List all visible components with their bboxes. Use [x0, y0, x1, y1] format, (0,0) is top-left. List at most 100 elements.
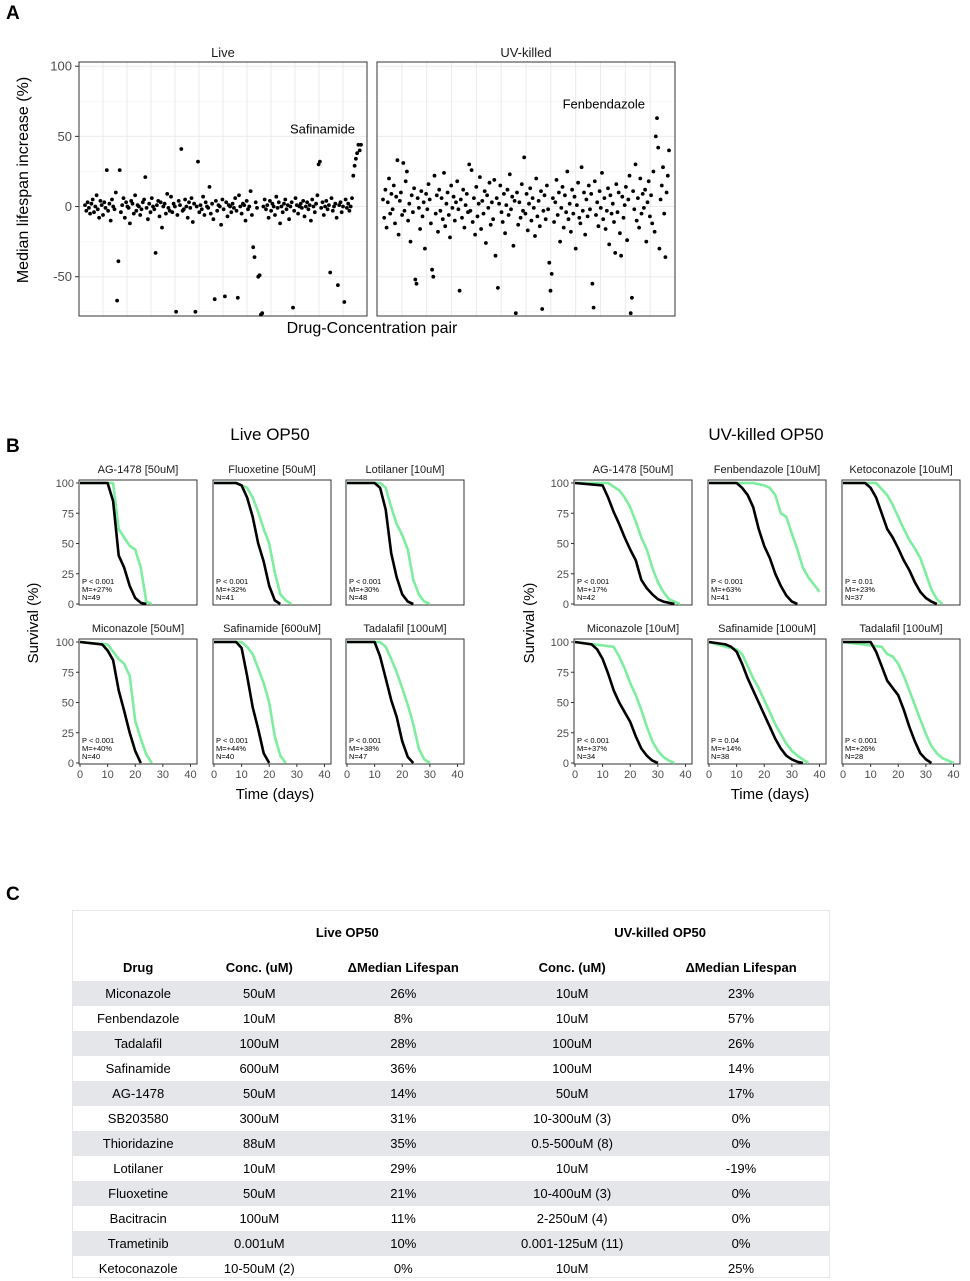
scatter-point [543, 217, 548, 222]
facet-title: AG-1478 [50uM] [593, 464, 674, 476]
table-cell-live-lifespan: 11% [390, 1211, 416, 1226]
scatter-point [89, 201, 94, 206]
scatter-point [385, 200, 390, 205]
stat-median-change: M=+17% [577, 585, 607, 594]
scatter-point [122, 215, 127, 220]
survival-curve-treated [574, 640, 675, 765]
scatter-point [83, 203, 87, 208]
scatter-point [619, 253, 623, 258]
scatter-point [327, 203, 331, 208]
table-cell-live-conc: 88uM [243, 1136, 276, 1151]
scatter-point [569, 229, 573, 234]
facet-panel [707, 638, 827, 765]
stat-sample-size: N=37 [845, 593, 863, 602]
scatter-point [652, 229, 657, 234]
scatter-point [456, 207, 461, 212]
scatter-point [443, 224, 448, 229]
scatter-point [230, 201, 235, 206]
y-tick-label: 50 [62, 539, 74, 551]
x-tick-label: 30 [291, 769, 303, 781]
y-tick-label: 25 [557, 569, 569, 581]
x-tick-label: 40 [947, 769, 959, 781]
panel-a-x-axis-title: Drug-Concentration pair [287, 320, 458, 337]
scatter-point [457, 288, 462, 293]
stat-median-change: M=+27% [82, 585, 112, 594]
scatter-point [513, 311, 518, 316]
scatter-point [424, 192, 428, 196]
scatter-point [402, 208, 407, 213]
scatter-point [450, 206, 455, 210]
scatter-point [189, 196, 194, 201]
scatter-point [103, 206, 108, 210]
scatter-point [414, 281, 419, 286]
x-tick-label: 40 [813, 769, 825, 781]
panel-label-a: A [6, 3, 20, 24]
survival-curve-control [79, 640, 142, 764]
panel-b-live-y-axis-title: Survival (%) [25, 583, 42, 664]
scatter-point [155, 203, 159, 208]
scatter-point [160, 225, 164, 230]
scatter-point [613, 251, 618, 255]
scatter-point [400, 213, 404, 217]
stat-median-change: M=+23% [845, 585, 875, 594]
y-tick-label: 0 [563, 758, 569, 770]
survival-curve-control [214, 481, 282, 606]
table-row: AG-1478 50uM 14% 50uM 17% [73, 1081, 829, 1106]
scatter-point [405, 169, 409, 174]
scatter-point [649, 193, 653, 198]
scatter-point [90, 197, 95, 202]
scatter-point [583, 232, 588, 237]
scatter-point [597, 189, 602, 194]
x-tick-label: 30 [424, 769, 436, 781]
scatter-point [535, 214, 540, 219]
scatter-point [646, 179, 651, 184]
table-cell-uv-lifespan: 17% [728, 1086, 755, 1101]
stat-p-value: P < 0.001 [845, 736, 877, 745]
scatter-point [440, 217, 445, 222]
scatter-point [460, 215, 464, 220]
y-tick-label: 0 [68, 599, 74, 611]
scatter-point [269, 208, 273, 213]
scatter-point [429, 221, 433, 226]
scatter-point [323, 204, 327, 209]
scatter-point [320, 200, 325, 205]
scatter-point [464, 192, 469, 196]
scatter-point [342, 300, 347, 304]
y-tick-label: 75 [62, 667, 74, 679]
table-row: Fluoxetine 50uM 21% 10-400uM (3) 0% [73, 1181, 829, 1206]
facet-strip-label: UV-killed [500, 45, 551, 60]
scatter-point [659, 183, 664, 188]
results-table-container: Live OP50 UV-killed OP50 Drug Conc. (uM)… [72, 910, 830, 1278]
scatter-point [478, 175, 482, 180]
survival-curve-treated [80, 481, 153, 606]
scatter-point [517, 200, 522, 205]
table-cell-live-conc: 50uM [243, 1086, 276, 1101]
scatter-point [648, 214, 652, 219]
scatter-point [573, 246, 578, 251]
table-row: Miconazole 50uM 26% 10uM 23% [73, 981, 829, 1006]
scatter-point [280, 210, 285, 215]
scatter-point [232, 206, 236, 210]
scatter-point [559, 206, 564, 210]
scatter-point [664, 190, 669, 195]
scatter-point [352, 163, 357, 168]
scatter-point [423, 246, 427, 251]
scatter-point [305, 200, 309, 205]
survival-curve-treated [842, 640, 955, 765]
scatter-point [602, 196, 607, 201]
scatter-point [567, 201, 572, 206]
scatter-point [540, 307, 545, 311]
scatter-point [521, 208, 525, 213]
scatter-point [467, 162, 472, 167]
stat-sample-size: N=42 [577, 593, 595, 602]
scatter-point [658, 197, 663, 202]
scatter-point [302, 214, 307, 219]
scatter-point [300, 206, 304, 210]
table-cell-uv-conc: 100uM [552, 1061, 593, 1076]
x-tick-label: 40 [451, 769, 463, 781]
table-cell-uv-lifespan: 26% [728, 1036, 755, 1051]
scatter-point [268, 199, 272, 203]
scatter-point [108, 218, 113, 223]
scatter-point [235, 295, 240, 300]
scatter-point [174, 309, 179, 314]
